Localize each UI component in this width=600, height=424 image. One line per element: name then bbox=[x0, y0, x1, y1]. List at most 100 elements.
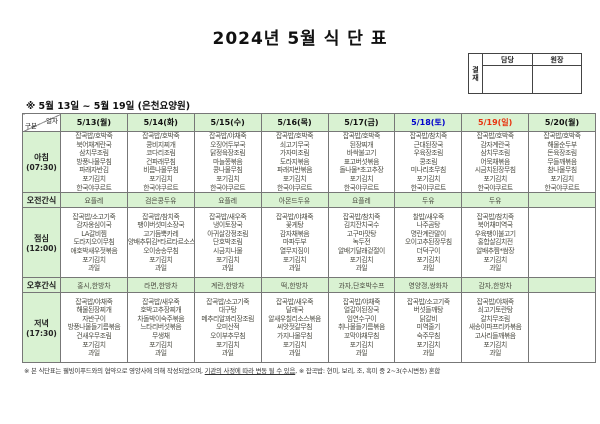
menu-item: 차돌박이숙주볶음 bbox=[137, 314, 185, 323]
menu-cell: 잡곡밥/참치죽 팽이버섯미소장국 고기듬뿍카레 양배추튀김*타르타르소스 오이송송무침 포… bbox=[126, 207, 195, 279]
footer-text-2: , ※ 잡곡밥: 현미, 보리, 조, 흑미 중 2~3(수시변동) 혼합 bbox=[295, 367, 441, 375]
date-header: 5/18(토) bbox=[394, 113, 463, 132]
menu-item: 알배추찜*쌈장 bbox=[476, 246, 515, 255]
menu-item: 과일 bbox=[489, 349, 502, 358]
week-range: ※ 5월 13일 ~ 5월 19일 (은천요양원) bbox=[26, 101, 191, 112]
menu-item: 포기김치 bbox=[82, 340, 106, 349]
row-label: 오전간식 bbox=[22, 192, 61, 209]
menu-cell: 잡곡밥/새우죽 호박고추장찌개 차돌박이숙주볶음 느타리버섯볶음 무생채 포기김치 과일 bbox=[126, 292, 195, 364]
row-label: 오후간식 bbox=[22, 277, 61, 294]
menu-item: 고구마맛탕 bbox=[346, 229, 377, 238]
snack-cell: 감자,한방차 bbox=[461, 277, 530, 294]
menu-item: 근대된장국 bbox=[413, 140, 444, 149]
menu-item: 마파두부 bbox=[282, 238, 307, 247]
menu-item: 꽃게탕 bbox=[285, 221, 304, 230]
approval-sign-staff bbox=[483, 66, 532, 93]
date-header: 5/20(월) bbox=[528, 113, 596, 132]
menu-item: 파래자반김 bbox=[79, 166, 109, 175]
menu-item: 새송이파프리카볶음 bbox=[468, 323, 522, 332]
approval-label: 결재 bbox=[469, 54, 483, 93]
menu-item: 과일 bbox=[221, 264, 234, 273]
menu-item: 단호박조림 bbox=[213, 238, 243, 247]
date-header: 5/17(금) bbox=[327, 113, 396, 132]
menu-item: 명란계란말이 bbox=[410, 229, 447, 238]
menu-item: 된장찌개 bbox=[349, 140, 374, 149]
menu-item: 잡곡밥/야채죽 bbox=[75, 297, 113, 306]
menu-item: 열무지짐이 bbox=[279, 246, 310, 255]
menu-item: 북어채미역국 bbox=[477, 221, 514, 230]
date-header: 5/15(수) bbox=[193, 113, 262, 132]
menu-item: LA갈비찜 bbox=[81, 229, 107, 238]
menu-table: 일자 구분 5/13(월) 5/14(화) 5/15(수) 5/16(목) 5/17(금) 5… bbox=[22, 113, 596, 364]
menu-item: 잡곡밥/참치죽 bbox=[409, 132, 447, 140]
approval-col-director: 원장 bbox=[532, 54, 581, 65]
menu-item: 잡곡밥/소고기죽 bbox=[206, 297, 250, 306]
snack-cell bbox=[528, 192, 596, 209]
menu-cell: 잡곡밥/야채죽 쇠고기토란탕 갈치무조림 새송이파프리카볶음 고사리들깨볶음 포기김치 과일 bbox=[461, 292, 530, 364]
menu-item: 꼬막야채무침 bbox=[343, 331, 380, 340]
menu-cell: 잡곡밥/호박죽 감자계란국 삼치무조림 어묵채볶음 시금치된장무침 포기김치 한국야쿠르트 bbox=[461, 130, 530, 194]
page-title: 2024년 5월 식 단 표 bbox=[212, 29, 388, 49]
menu-item: 메추리알꽈리장조림 bbox=[201, 314, 255, 323]
menu-cell: 찰밥/새우죽 나주곰탕 명란계란말이 오이고추된장무침 더덕구이 포기김치 과일 bbox=[394, 207, 463, 279]
date-header: 5/19(일) bbox=[461, 113, 530, 132]
menu-item: 포기김치 bbox=[282, 174, 307, 183]
menu-item: 오이부추무침 bbox=[210, 331, 246, 340]
menu-item: 과일 bbox=[154, 349, 167, 358]
menu-item: 미나리초무침 bbox=[410, 166, 447, 175]
snack-cell: 과자,단호박수프 bbox=[327, 277, 396, 294]
menu-item: 한국야쿠르트 bbox=[76, 183, 112, 192]
menu-item: 포기김치 bbox=[483, 340, 507, 349]
menu-item: 마늘쫑볶음 bbox=[213, 157, 243, 166]
snack-cell: 요플레 bbox=[60, 192, 128, 209]
menu-item: 코다리조림 bbox=[146, 149, 176, 158]
menu-item: 과일 bbox=[88, 264, 100, 273]
menu-item: 잡곡밥/호박죽 bbox=[276, 132, 314, 140]
menu-item: 포기김치 bbox=[82, 255, 106, 264]
menu-item: 도라지오이무침 bbox=[73, 238, 115, 247]
menu-cell: 잡곡밥/소고기죽 버섯들깨탕 닭갈비 미역줄기 숙주무침 포기김치 과일 bbox=[394, 292, 463, 364]
menu-item: 한국야쿠르트 bbox=[143, 183, 179, 192]
menu-item: 잡곡밥/호박죽 bbox=[476, 132, 514, 140]
menu-cell: 잡곡밥/참치죽 북어채미역국 우육팽이불고기 홍합살김치전 알배추찜*쌈장 포기김치 과일 bbox=[461, 207, 530, 279]
menu-item: 알배기달래겉절이 bbox=[338, 246, 385, 255]
menu-item: 찰밥/새우죽 bbox=[412, 212, 445, 221]
menu-cell: 잡곡밥/참치죽 근대된장국 우육장조림 콩조림 미나리초무침 포기김치 한국야쿠르트 bbox=[394, 130, 463, 194]
menu-item: 달래국 bbox=[285, 306, 304, 315]
menu-item: 팽이버섯미소장국 bbox=[137, 221, 185, 230]
menu-item: 건새우무조림 bbox=[76, 331, 112, 340]
menu-item: 잡곡밥/참치죽 bbox=[142, 212, 180, 221]
menu-item: 콩나물무침 bbox=[213, 166, 243, 175]
menu-item: 녹두전 bbox=[352, 238, 371, 247]
menu-item: 콩비지찌개 bbox=[146, 140, 176, 149]
menu-item: 잡곡밥/참치죽 bbox=[476, 212, 514, 221]
menu-item: 고사리들깨볶음 bbox=[474, 331, 516, 340]
menu-item: 더덕구이 bbox=[416, 246, 441, 255]
menu-item: 과일 bbox=[489, 264, 502, 273]
snack-cell: 계란,한방차 bbox=[193, 277, 262, 294]
menu-item: 북어채계란국 bbox=[76, 140, 112, 149]
menu-item: 한국야쿠르트 bbox=[343, 183, 380, 192]
menu-item: 포기김치 bbox=[215, 255, 240, 264]
menu-item: 잡곡밥/소고기죽 bbox=[406, 297, 450, 306]
menu-item: 포기김치 bbox=[416, 174, 441, 183]
menu-item: 한국야쿠르트 bbox=[277, 183, 313, 192]
snack-cell: 아몬드두유 bbox=[260, 192, 329, 209]
snack-cell: 요플레 bbox=[327, 192, 396, 209]
menu-item: 한국야쿠르트 bbox=[410, 183, 447, 192]
snack-cell: 라면,한방차 bbox=[126, 277, 195, 294]
menu-cell: 잡곡밥/새우죽 냉이토장국 아귀살강정조림 단호박조림 시금치나물 포기김치 과일 bbox=[193, 207, 262, 279]
menu-item: 가지나물무침 bbox=[277, 331, 313, 340]
menu-item: 잡곡밥/새우죽 bbox=[142, 297, 180, 306]
menu-item: 포기김치 bbox=[349, 174, 374, 183]
corner-label-category: 구분 bbox=[25, 122, 37, 130]
menu-cell: 잡곡밥/소고기죽 대구탕 메추리알꽈리장조림 오미산적 오이부추무침 포기김치 과일 bbox=[193, 292, 262, 364]
corner-label-date: 일자 bbox=[46, 117, 58, 125]
menu-item: 갈치무조림 bbox=[480, 314, 511, 323]
menu-item: 삼치무조림 bbox=[480, 149, 511, 158]
menu-item: 시금치나물 bbox=[213, 246, 243, 255]
menu-item: 우육팽이불고기 bbox=[474, 229, 516, 238]
menu-item: 양배추튀김*타르타르소스 bbox=[127, 238, 195, 247]
snack-cell: 영양갱,쌍화차 bbox=[394, 277, 463, 294]
